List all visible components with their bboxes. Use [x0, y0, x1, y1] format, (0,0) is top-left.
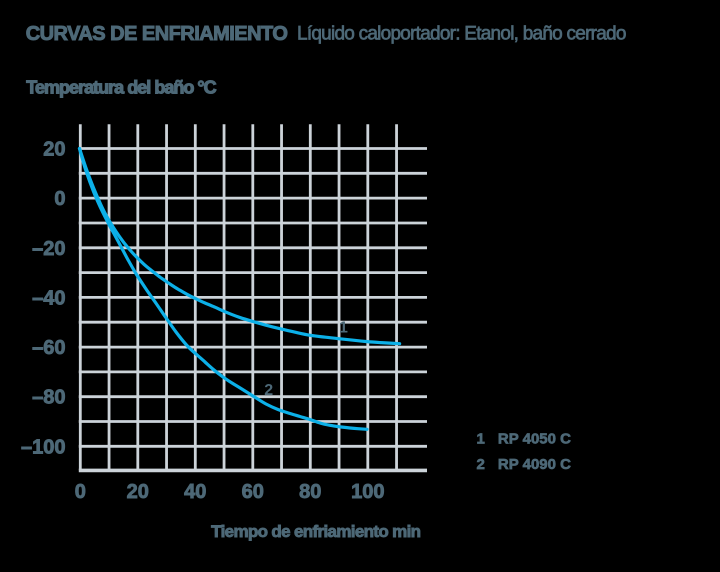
svg-text:80: 80: [299, 481, 321, 503]
svg-text:CURVAS DE ENFRIAMIENTO: CURVAS DE ENFRIAMIENTO: [26, 23, 288, 45]
svg-text:Líquido caloportador: Etanol,: Líquido caloportador: Etanol, baño cerra…: [297, 24, 626, 45]
svg-text:1: 1: [339, 320, 348, 337]
svg-text:Tiempo de enfriamiento min: Tiempo de enfriamiento min: [211, 522, 421, 541]
svg-text:20: 20: [127, 481, 149, 503]
svg-text:Temperatura del baño °C: Temperatura del baño °C: [26, 78, 216, 98]
svg-text:2: 2: [264, 382, 273, 399]
svg-text:20: 20: [43, 139, 65, 161]
svg-text:–20: –20: [32, 238, 65, 260]
svg-text:60: 60: [242, 481, 264, 503]
svg-text:RP 4050 C: RP 4050 C: [498, 431, 571, 448]
svg-text:0: 0: [54, 188, 65, 210]
svg-text:1: 1: [477, 431, 485, 448]
svg-text:2: 2: [477, 456, 485, 473]
svg-text:–40: –40: [32, 287, 65, 309]
svg-text:0: 0: [75, 481, 86, 503]
svg-text:100: 100: [351, 481, 384, 503]
svg-text:–60: –60: [32, 337, 65, 359]
svg-text:–100: –100: [21, 436, 66, 458]
svg-text:40: 40: [184, 481, 206, 503]
svg-text:–80: –80: [32, 387, 65, 409]
svg-text:RP 4090 C: RP 4090 C: [498, 456, 571, 473]
